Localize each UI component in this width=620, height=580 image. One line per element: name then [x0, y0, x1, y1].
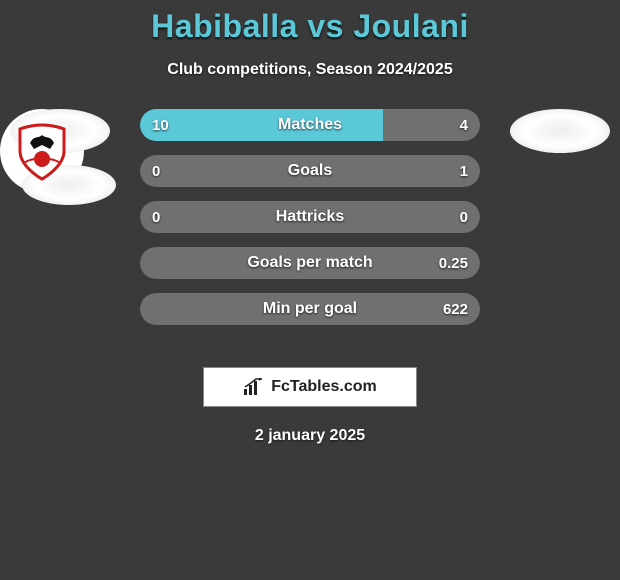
- brand-label: FcTables.com: [271, 378, 377, 396]
- team-right-badge: [0, 109, 84, 193]
- stats-block: 104Matches 01Goals 00Hattricks 0.25Goals pe…: [0, 109, 620, 359]
- team-right-badge-placeholder-1: [510, 109, 610, 153]
- stat-label: Goals: [140, 155, 480, 187]
- stat-bars: 104Matches 01Goals 00Hattricks 0.25Goals pe…: [140, 109, 480, 339]
- stat-label: Goals per match: [140, 247, 480, 279]
- stat-row: 00Hattricks: [140, 201, 480, 233]
- subtitle: Club competitions, Season 2024/2025: [0, 61, 620, 79]
- stat-row: 622Min per goal: [140, 293, 480, 325]
- chart-icon: [243, 378, 265, 396]
- shield-icon: [12, 121, 72, 181]
- brand-box: FcTables.com: [203, 367, 417, 407]
- date-label: 2 january 2025: [0, 427, 620, 445]
- stat-row: 104Matches: [140, 109, 480, 141]
- stat-row: 0.25Goals per match: [140, 247, 480, 279]
- page-title: Habiballa vs Joulani: [0, 8, 620, 45]
- stat-label: Matches: [140, 109, 480, 141]
- comparison-infographic: Habiballa vs Joulani Club competitions, …: [0, 0, 620, 580]
- stat-row: 01Goals: [140, 155, 480, 187]
- stat-label: Hattricks: [140, 201, 480, 233]
- stat-label: Min per goal: [140, 293, 480, 325]
